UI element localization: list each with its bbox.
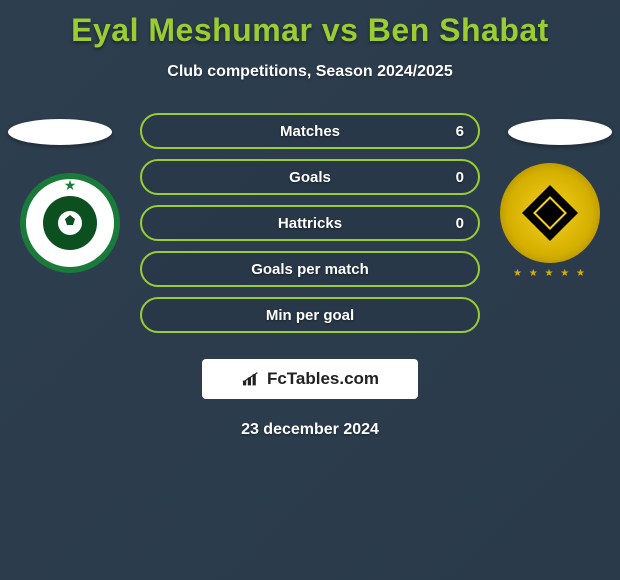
stat-row-matches: Matches 6 — [140, 113, 480, 149]
club-badge-right-inner — [522, 185, 578, 241]
diamond-icon — [533, 196, 567, 230]
stat-label: Goals — [289, 169, 331, 186]
player-avatar-right — [508, 119, 612, 145]
stat-label: Hattricks — [278, 215, 342, 232]
stat-row-hattricks: Hattricks 0 — [140, 205, 480, 241]
page-title: Eyal Meshumar vs Ben Shabat — [0, 0, 620, 49]
club-badge-right: ★ ★ ★ ★ ★ — [500, 163, 600, 263]
stat-row-min-per-goal: Min per goal — [140, 297, 480, 333]
stat-right-value: 0 — [456, 169, 464, 186]
ball-icon — [55, 208, 85, 238]
stars-row-icon: ★ ★ ★ ★ ★ — [500, 268, 600, 279]
player-avatar-left — [8, 119, 112, 145]
source-logo-text: FcTables.com — [267, 369, 379, 389]
stat-row-goals: Goals 0 — [140, 159, 480, 195]
comparison-area: ★ ★ ★ ★ ★ ★ Matches 6 Goals 0 Hattricks … — [0, 111, 620, 341]
subtitle: Club competitions, Season 2024/2025 — [0, 63, 620, 81]
stat-row-goals-per-match: Goals per match — [140, 251, 480, 287]
stat-right-value: 0 — [456, 215, 464, 232]
stat-label: Matches — [280, 123, 340, 140]
stat-rows: Matches 6 Goals 0 Hattricks 0 Goals per … — [140, 113, 480, 343]
date-label: 23 december 2024 — [0, 421, 620, 439]
club-badge-left: ★ — [20, 173, 120, 273]
source-logo: FcTables.com — [202, 359, 418, 399]
stat-right-value: 6 — [456, 123, 464, 140]
stat-label: Goals per match — [251, 261, 369, 278]
chart-icon — [241, 371, 261, 387]
star-icon: ★ — [64, 177, 77, 194]
stat-label: Min per goal — [266, 307, 354, 324]
club-badge-left-inner — [43, 196, 97, 250]
